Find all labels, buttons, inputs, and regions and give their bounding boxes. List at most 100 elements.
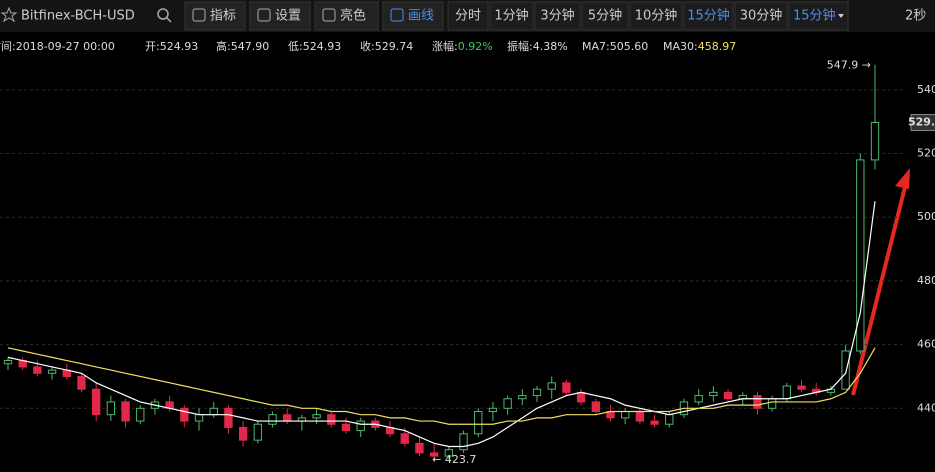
candle-body [253,423,262,441]
candle-body [106,401,116,416]
candle-body [400,433,409,444]
info-value: 505.60 [610,40,649,53]
ma-line [7,201,876,448]
y-tick-label: 460 [917,338,935,351]
info-item: MA7:505.60 [582,40,648,53]
period-dropdown[interactable] [788,1,849,31]
candle-body [268,414,277,425]
candle-body [459,433,468,451]
candle-body [797,385,806,390]
candle-body [782,385,792,400]
candle-body [429,452,439,457]
candle-body [224,407,233,428]
candle-body [136,407,145,422]
candle-body [856,159,865,352]
tool-icon [322,8,336,22]
period-button[interactable] [447,1,489,31]
ma-line [7,347,876,425]
candle-body [341,423,351,432]
candle-body [694,395,703,403]
symbol[interactable]: Bitfinex-BCH-USD [21,9,135,24]
red-arrow [851,174,910,396]
tool-icon [257,8,271,22]
candle-body [591,401,600,412]
period-button[interactable] [581,1,629,31]
info-label: 高: [216,39,231,53]
refresh-label[interactable]: 2秒 [905,9,926,24]
info-item: 时间:2018-09-27 00:00 [0,40,115,53]
search-icon[interactable] [157,8,169,20]
y-tick-label: 480 [917,274,935,287]
period-button[interactable] [489,1,534,31]
y-tick-label: 540 [917,83,935,96]
info-label: MA30: [663,40,698,53]
info-value: 458.97 [698,40,737,53]
period-label[interactable]: 分时 [455,9,481,24]
candle-body [77,375,86,390]
candle-body [121,401,130,422]
tool-button[interactable] [382,1,444,31]
info-label: 涨幅: [432,40,458,53]
candle-body [518,395,527,400]
period-label[interactable]: 5分钟 [588,8,622,24]
tool-label[interactable]: 画线 [408,9,434,24]
candle-body [444,449,454,457]
info-label: 低: [288,40,303,53]
candle-body [3,360,13,365]
period-label[interactable]: 15分钟 [687,8,730,24]
star-icon[interactable] [0,6,18,23]
candle-body [621,410,630,419]
period-button[interactable] [534,1,581,31]
last-price-label: 529.74 [908,116,935,129]
period-button[interactable] [629,1,683,31]
tool-label[interactable]: 指标 [210,9,236,24]
info-item: 涨幅:0.92% [432,40,493,53]
info-item: 收:529.74 [360,39,413,53]
candle-body [488,407,498,412]
candle-body [180,407,189,422]
period-label[interactable]: 30分钟 [740,8,783,24]
info-item: 高:547.90 [216,39,269,53]
candle-body [33,366,42,374]
info-value: 2018-09-27 00:00 [16,40,115,53]
candle-body [753,395,762,409]
period-label[interactable]: 10分钟 [635,8,678,24]
info-value: 0.92% [458,40,493,53]
period-label[interactable]: 1分钟 [494,8,528,24]
info-item: 振幅:4.38% [507,39,568,53]
tool-button[interactable] [249,1,311,31]
info-item: MA30:458.97 [663,40,736,53]
dropdown-caret [838,14,844,18]
y-tick-label: 440 [917,401,935,414]
max-annotation: 547.9 → [827,59,871,72]
tool-label[interactable]: 亮色 [340,8,366,24]
tool-button[interactable] [314,1,379,31]
tool-icon [192,8,206,22]
period-button[interactable] [734,1,788,31]
info-label: 收: [360,39,375,53]
period-button[interactable] [683,1,734,31]
red-arrow-head [895,168,910,189]
info-label: 振幅: [507,39,533,53]
candle-body [238,426,248,441]
period-label[interactable]: 3分钟 [540,8,574,24]
last-price-tag [910,114,935,132]
info-label: 开: [145,40,160,53]
candle-body [503,398,512,409]
search-icon-handle [166,17,172,23]
dropdown-label[interactable]: 15分钟 [793,8,836,24]
tool-button[interactable] [184,1,246,31]
y-tick-label: 520 [917,147,935,160]
info-value: 524.93 [160,40,199,53]
candle-body [356,420,365,432]
tool-label[interactable]: 设置 [275,9,301,24]
candle-body [709,391,718,397]
candle-body [91,388,101,416]
candle-body [635,410,645,422]
candle-body [665,414,674,425]
candle-body [194,414,204,422]
candle-body [547,382,556,390]
